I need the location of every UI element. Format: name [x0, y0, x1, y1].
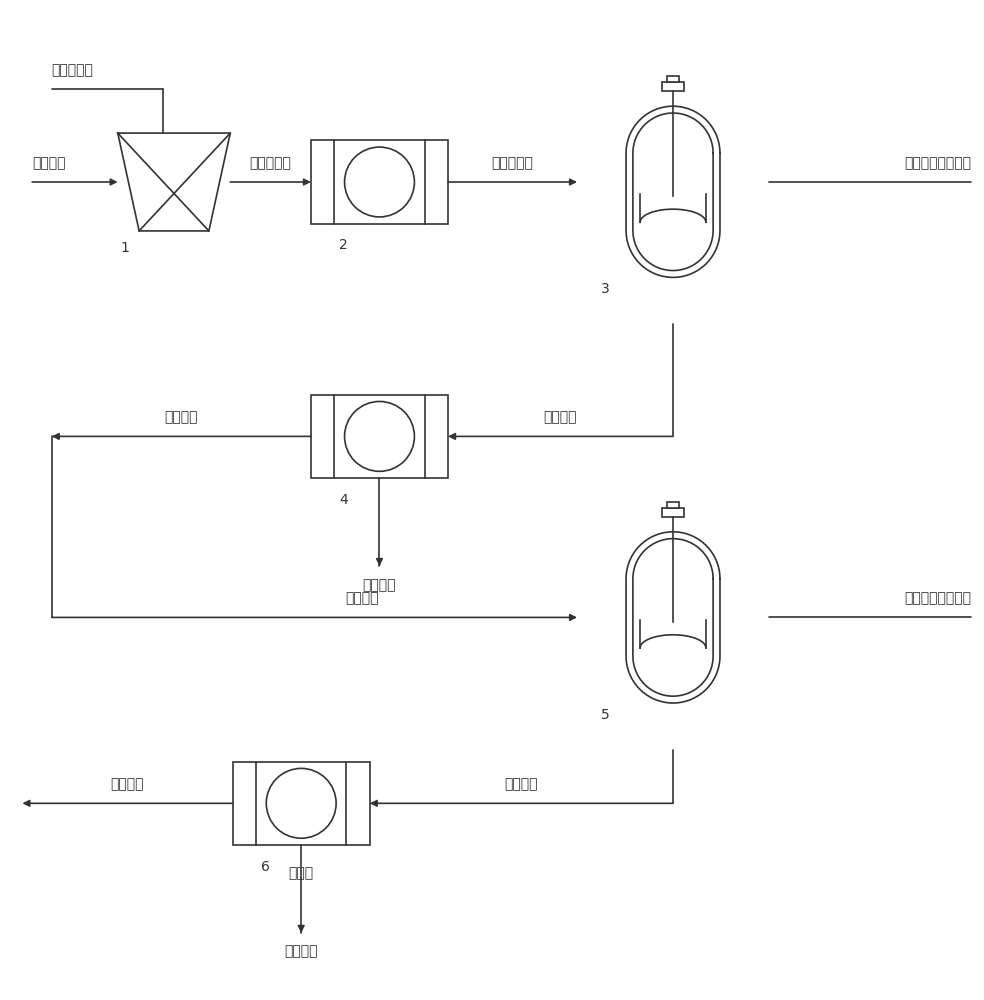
Text: 消解煤样: 消解煤样	[32, 156, 66, 170]
Text: 5: 5	[600, 708, 609, 722]
Bar	[666, 502, 680, 508]
Text: 酸洗煤样: 酸洗煤样	[111, 778, 145, 792]
Bar	[662, 508, 684, 517]
Text: 1: 1	[121, 241, 130, 255]
Bar	[666, 76, 680, 82]
Text: 3: 3	[600, 282, 609, 296]
Text: 4: 4	[339, 493, 348, 507]
Bar	[311, 140, 448, 224]
Bar	[232, 762, 370, 845]
Text: 6: 6	[261, 860, 270, 874]
Text: 2: 2	[339, 238, 348, 252]
Text: 酸性溶液: 酸性溶液	[363, 578, 397, 592]
Text: 稀硫酸、酸洗助剂: 稀硫酸、酸洗助剂	[904, 592, 971, 606]
Text: 微粉化煤浆: 微粉化煤浆	[250, 156, 291, 170]
Text: 稀硫酸、酸洗助剂: 稀硫酸、酸洗助剂	[904, 156, 971, 170]
Bar	[311, 395, 448, 478]
Text: 微粉化煤样: 微粉化煤样	[492, 156, 533, 170]
Text: 酸性溶液: 酸性溶液	[284, 945, 318, 959]
Text: 酸洗煤浆: 酸洗煤浆	[505, 778, 538, 792]
Text: 酸洗煤浆: 酸洗煤浆	[544, 411, 578, 425]
Text: 酸洗煤样: 酸洗煤样	[164, 411, 198, 425]
Text: 酸洗煤样: 酸洗煤样	[345, 592, 379, 606]
Bar	[662, 82, 684, 91]
Text: 过滤机: 过滤机	[288, 866, 314, 880]
Text: 助磨剂、水: 助磨剂、水	[52, 63, 93, 77]
